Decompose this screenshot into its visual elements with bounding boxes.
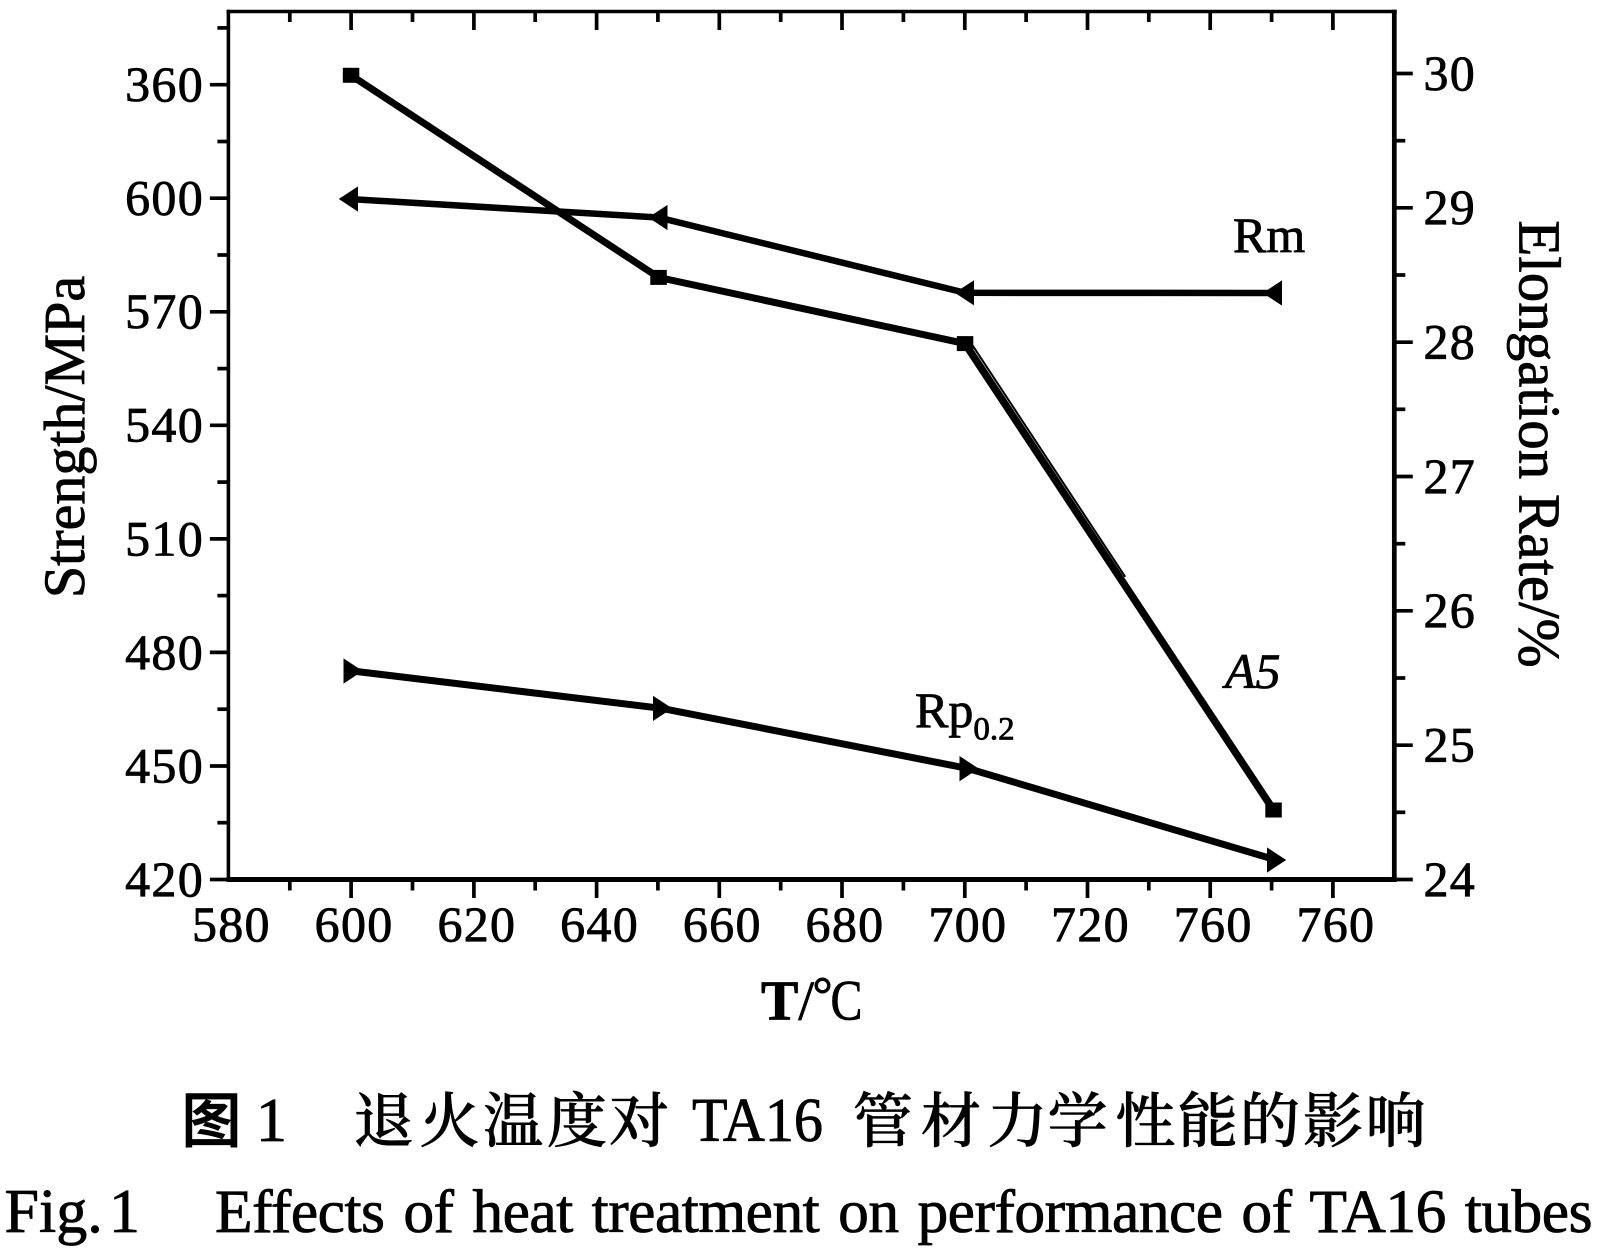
svg-text:510: 510 <box>125 510 204 566</box>
svg-text:570: 570 <box>125 283 204 339</box>
svg-text:760: 760 <box>1296 896 1375 952</box>
svg-text:600: 600 <box>125 170 204 226</box>
svg-text:620: 620 <box>437 896 516 952</box>
svg-text:580: 580 <box>192 896 271 952</box>
svg-text:27: 27 <box>1424 448 1477 504</box>
svg-text:Rp0.2: Rp0.2 <box>915 682 1015 748</box>
svg-text:720: 720 <box>1051 896 1130 952</box>
svg-text:1: 1 <box>256 1087 287 1155</box>
svg-text:360: 360 <box>125 56 204 112</box>
svg-text:1: 1 <box>109 1178 140 1246</box>
svg-text:29: 29 <box>1424 179 1477 235</box>
svg-text:Strength/MPa: Strength/MPa <box>32 276 97 598</box>
svg-text:TA16: TA16 <box>692 1087 823 1155</box>
svg-text:420: 420 <box>125 851 204 907</box>
svg-text:C: C <box>831 970 863 1033</box>
svg-text:680: 680 <box>806 896 885 952</box>
svg-text:28: 28 <box>1424 314 1477 370</box>
svg-text:660: 660 <box>683 896 762 952</box>
svg-text:600: 600 <box>315 896 394 952</box>
svg-text:26: 26 <box>1424 582 1477 638</box>
svg-text:A5: A5 <box>1222 643 1281 699</box>
svg-text:760: 760 <box>1174 896 1253 952</box>
svg-text:Elongation Rate/%: Elongation Rate/% <box>1507 220 1573 667</box>
svg-text:25: 25 <box>1424 717 1477 773</box>
svg-text:T/: T/ <box>761 971 814 1033</box>
svg-text:540: 540 <box>125 397 204 453</box>
svg-text:Rm: Rm <box>1233 207 1305 263</box>
svg-text:Fig.: Fig. <box>5 1178 103 1246</box>
svg-text:30: 30 <box>1424 45 1477 101</box>
svg-text:700: 700 <box>928 896 1007 952</box>
svg-text:Effects of heat treatment on p: Effects of heat treatment on performance… <box>215 1178 1593 1246</box>
svg-text:640: 640 <box>560 896 639 952</box>
svg-text:450: 450 <box>125 737 204 793</box>
svg-text:24: 24 <box>1424 851 1477 907</box>
svg-text:480: 480 <box>125 624 204 680</box>
